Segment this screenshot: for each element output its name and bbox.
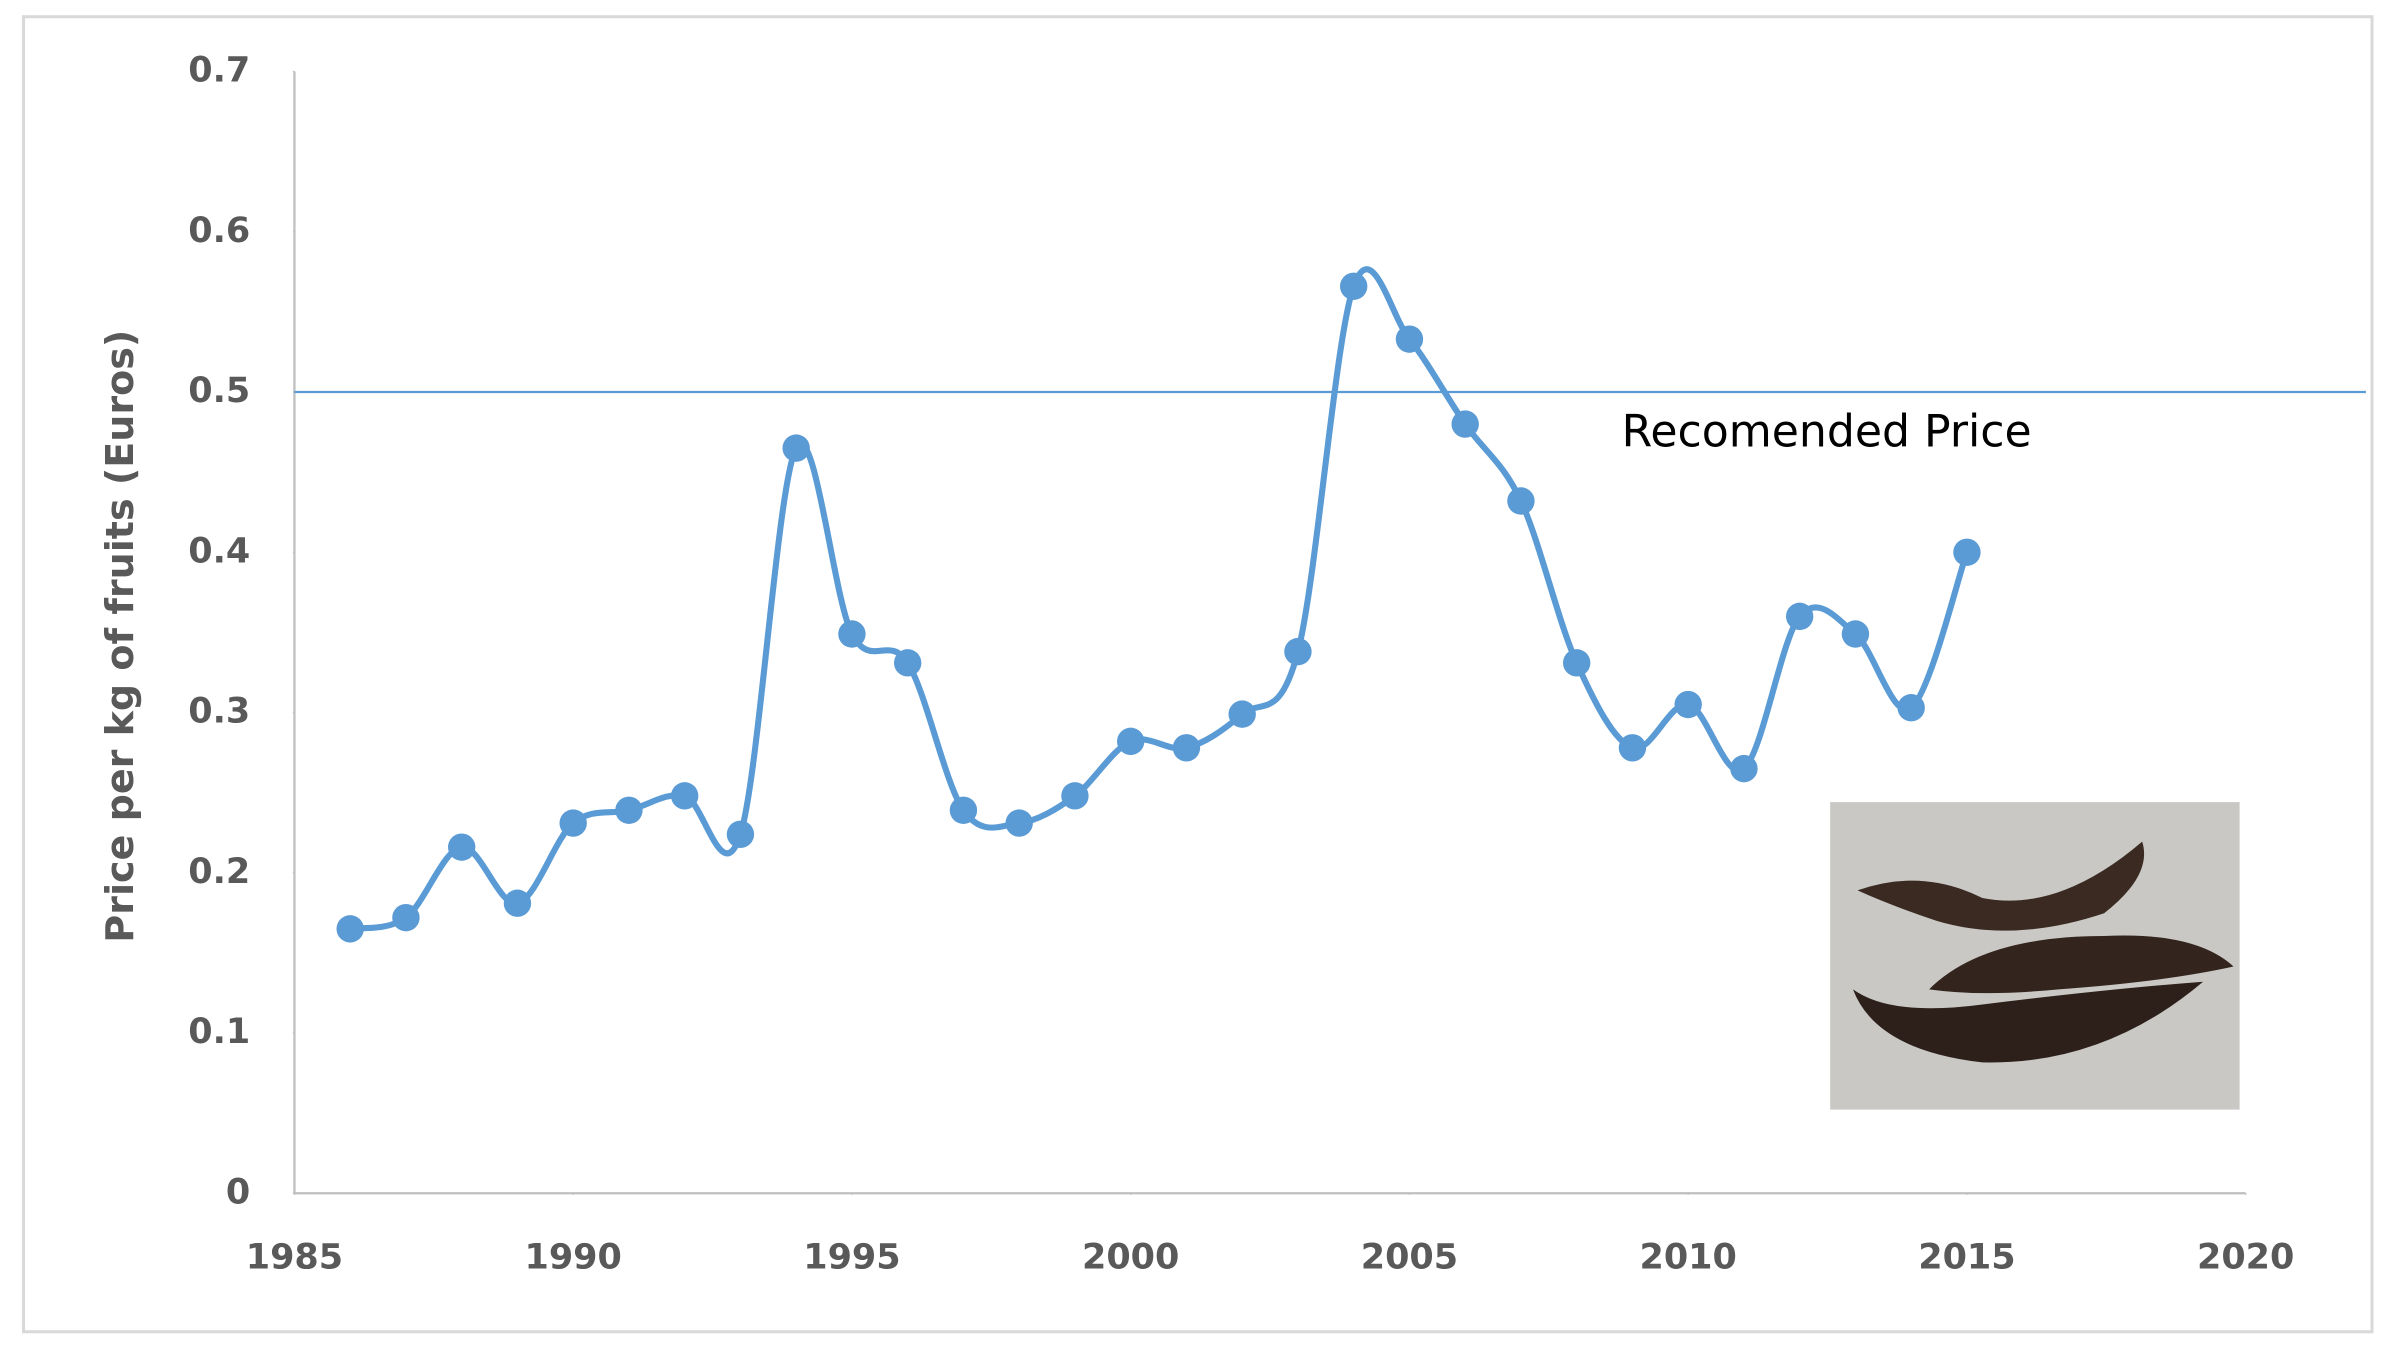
marker (949, 796, 978, 824)
marker (838, 620, 866, 648)
marker (670, 782, 699, 810)
y-tick-label: 0 (226, 1172, 250, 1212)
marker (726, 820, 755, 849)
marker (1395, 325, 1424, 353)
marker (1116, 727, 1145, 756)
marker (782, 434, 810, 462)
y-tick-label: 0.7 (188, 51, 250, 91)
x-tick-label: 1995 (803, 1238, 900, 1278)
marker (1507, 487, 1535, 515)
y-tick-label: 0.3 (188, 692, 250, 732)
marker (1953, 538, 1981, 566)
x-tick-label: 1985 (246, 1238, 343, 1278)
x-tick-label: 2010 (1639, 1238, 1736, 1278)
x-tick-label: 2000 (1082, 1238, 1179, 1278)
marker (336, 915, 364, 943)
marker (392, 903, 420, 932)
y-tick-label: 0.6 (188, 211, 250, 251)
y-tick-label: 0.1 (188, 1012, 250, 1052)
x-tick-label: 2015 (1918, 1238, 2015, 1278)
marker (1674, 690, 1702, 719)
x-tick-label: 2005 (1361, 1238, 1458, 1278)
marker (1785, 602, 1814, 631)
x-tick-label: 2020 (2197, 1238, 2294, 1278)
marker (893, 649, 922, 677)
x-tick-label: 1990 (524, 1238, 621, 1278)
marker (1562, 649, 1591, 677)
y-tick-label: 0.4 (188, 531, 250, 571)
marker (1618, 734, 1647, 762)
marker (1841, 620, 1870, 648)
marker (1284, 637, 1312, 666)
marker (1061, 782, 1089, 810)
marker (559, 809, 587, 837)
photo (1830, 802, 2240, 1110)
marker (1005, 809, 1033, 837)
y-tick-label: 0.2 (188, 852, 250, 892)
marker (1730, 754, 1758, 783)
chart-frame (21, 15, 2374, 1334)
y-tick-label: 0.5 (188, 371, 250, 411)
reference-label: Recomended Price (1622, 407, 2032, 458)
marker (615, 796, 643, 824)
marker (1228, 700, 1256, 728)
marker (1339, 272, 1368, 300)
marker (1451, 410, 1479, 438)
y-axis-label: Price per kg of fruits (Euros) (98, 330, 142, 943)
marker (1172, 734, 1201, 762)
marker (1897, 694, 1925, 722)
marker (503, 889, 532, 917)
marker (447, 833, 476, 861)
